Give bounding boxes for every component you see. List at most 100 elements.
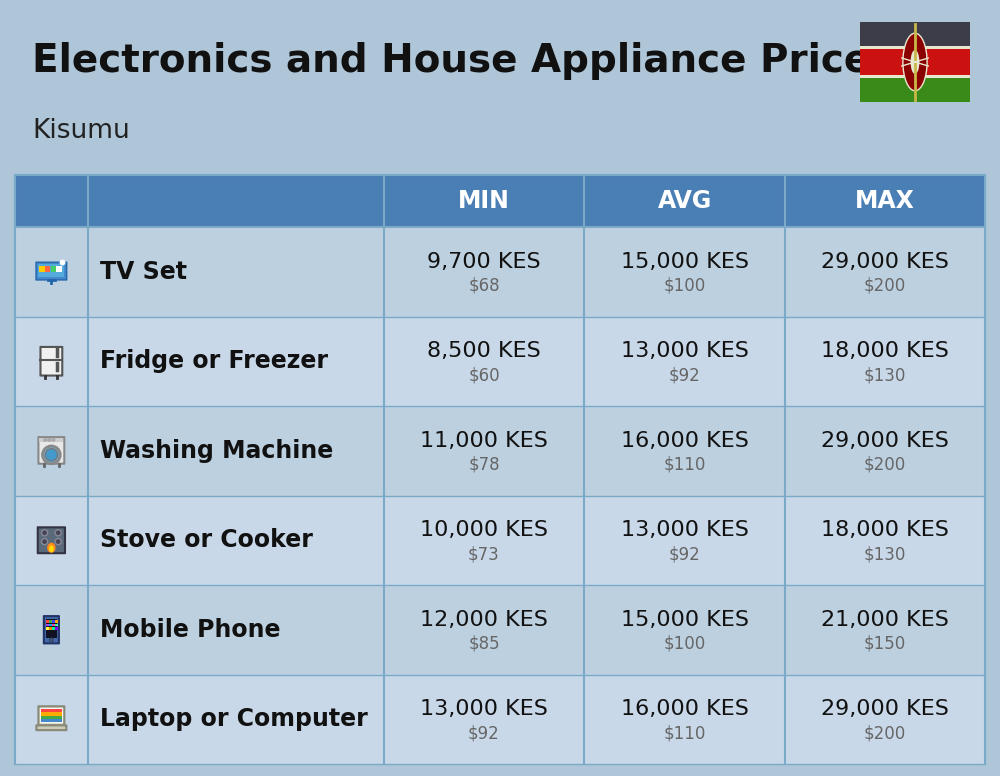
Circle shape <box>44 438 47 442</box>
Text: $130: $130 <box>864 366 906 384</box>
Circle shape <box>45 449 57 461</box>
Bar <box>46 619 57 638</box>
Text: $85: $85 <box>468 635 500 653</box>
Bar <box>41 719 62 722</box>
Bar <box>49 624 52 626</box>
Ellipse shape <box>49 546 54 553</box>
Bar <box>55 620 58 623</box>
Bar <box>15 175 985 227</box>
Text: 29,000 KES: 29,000 KES <box>821 251 949 272</box>
Bar <box>15 406 985 496</box>
Text: 13,000 KES: 13,000 KES <box>420 699 548 719</box>
Bar <box>39 438 63 442</box>
Text: 29,000 KES: 29,000 KES <box>821 699 949 719</box>
Circle shape <box>48 438 51 442</box>
Text: 8,500 KES: 8,500 KES <box>427 341 541 362</box>
Circle shape <box>50 638 53 642</box>
FancyBboxPatch shape <box>40 347 62 376</box>
Circle shape <box>52 438 55 442</box>
Circle shape <box>55 530 61 536</box>
Bar <box>52 627 55 630</box>
Bar <box>15 317 985 406</box>
Text: 18,000 KES: 18,000 KES <box>821 341 949 362</box>
Bar <box>46 620 49 623</box>
Text: Electronics and House Appliance Prices: Electronics and House Appliance Prices <box>32 42 893 80</box>
Text: $100: $100 <box>664 635 706 653</box>
Text: MIN: MIN <box>458 189 510 213</box>
Bar <box>15 674 985 764</box>
Text: 16,000 KES: 16,000 KES <box>621 699 749 719</box>
Bar <box>45 265 50 272</box>
FancyBboxPatch shape <box>36 262 67 280</box>
Text: $100: $100 <box>664 277 706 295</box>
Text: $92: $92 <box>669 366 701 384</box>
Text: MAX: MAX <box>855 189 915 213</box>
Circle shape <box>42 530 48 536</box>
Bar <box>860 49 970 74</box>
Bar <box>52 620 55 623</box>
Bar <box>15 227 985 317</box>
Bar <box>55 624 58 626</box>
Text: 12,000 KES: 12,000 KES <box>420 610 548 630</box>
Text: 29,000 KES: 29,000 KES <box>821 431 949 451</box>
Bar <box>15 585 985 674</box>
Text: 15,000 KES: 15,000 KES <box>621 251 749 272</box>
Text: 21,000 KES: 21,000 KES <box>821 610 949 630</box>
Bar <box>860 74 970 78</box>
Bar <box>55 627 58 630</box>
FancyBboxPatch shape <box>44 616 59 643</box>
FancyBboxPatch shape <box>38 706 64 726</box>
Text: 16,000 KES: 16,000 KES <box>621 431 749 451</box>
Text: 11,000 KES: 11,000 KES <box>420 431 548 451</box>
Text: $200: $200 <box>864 456 906 474</box>
Bar <box>41 715 62 719</box>
Bar <box>41 709 62 712</box>
Text: Washing Machine: Washing Machine <box>100 438 333 462</box>
Circle shape <box>43 446 60 464</box>
Text: $92: $92 <box>669 546 701 563</box>
Bar <box>46 627 49 630</box>
Text: TV Set: TV Set <box>100 260 187 284</box>
Text: $60: $60 <box>468 366 500 384</box>
Bar <box>49 620 52 623</box>
Bar <box>38 265 64 277</box>
Text: Kisumu: Kisumu <box>32 118 130 144</box>
Text: $130: $130 <box>864 546 906 563</box>
Text: $78: $78 <box>468 456 500 474</box>
Bar <box>41 712 62 715</box>
Text: Fridge or Freezer: Fridge or Freezer <box>100 349 328 373</box>
Text: AVG: AVG <box>658 189 712 213</box>
Text: 10,000 KES: 10,000 KES <box>420 520 548 540</box>
Text: $68: $68 <box>468 277 500 295</box>
Text: $200: $200 <box>864 724 906 743</box>
Ellipse shape <box>911 50 919 74</box>
Bar <box>46 624 49 626</box>
Bar <box>56 265 62 272</box>
FancyBboxPatch shape <box>38 437 64 464</box>
Text: 18,000 KES: 18,000 KES <box>821 520 949 540</box>
Bar <box>51 265 56 272</box>
Text: $73: $73 <box>468 546 500 563</box>
Bar <box>52 624 55 626</box>
Text: 13,000 KES: 13,000 KES <box>621 341 749 362</box>
Text: $200: $200 <box>864 277 906 295</box>
Text: Mobile Phone: Mobile Phone <box>100 618 280 642</box>
Text: Laptop or Computer: Laptop or Computer <box>100 707 368 731</box>
Bar <box>15 496 985 585</box>
Text: 13,000 KES: 13,000 KES <box>621 520 749 540</box>
Text: 15,000 KES: 15,000 KES <box>621 610 749 630</box>
Circle shape <box>55 539 61 545</box>
FancyBboxPatch shape <box>36 726 66 730</box>
Text: Stove or Cooker: Stove or Cooker <box>100 528 313 553</box>
Circle shape <box>42 539 48 545</box>
Bar <box>39 265 45 272</box>
Ellipse shape <box>903 33 927 91</box>
FancyBboxPatch shape <box>38 528 65 553</box>
Ellipse shape <box>47 542 56 553</box>
Bar <box>860 22 970 46</box>
Bar <box>49 627 52 630</box>
Bar <box>860 46 970 49</box>
Text: 9,700 KES: 9,700 KES <box>427 251 541 272</box>
Text: $92: $92 <box>468 724 500 743</box>
Text: $150: $150 <box>864 635 906 653</box>
